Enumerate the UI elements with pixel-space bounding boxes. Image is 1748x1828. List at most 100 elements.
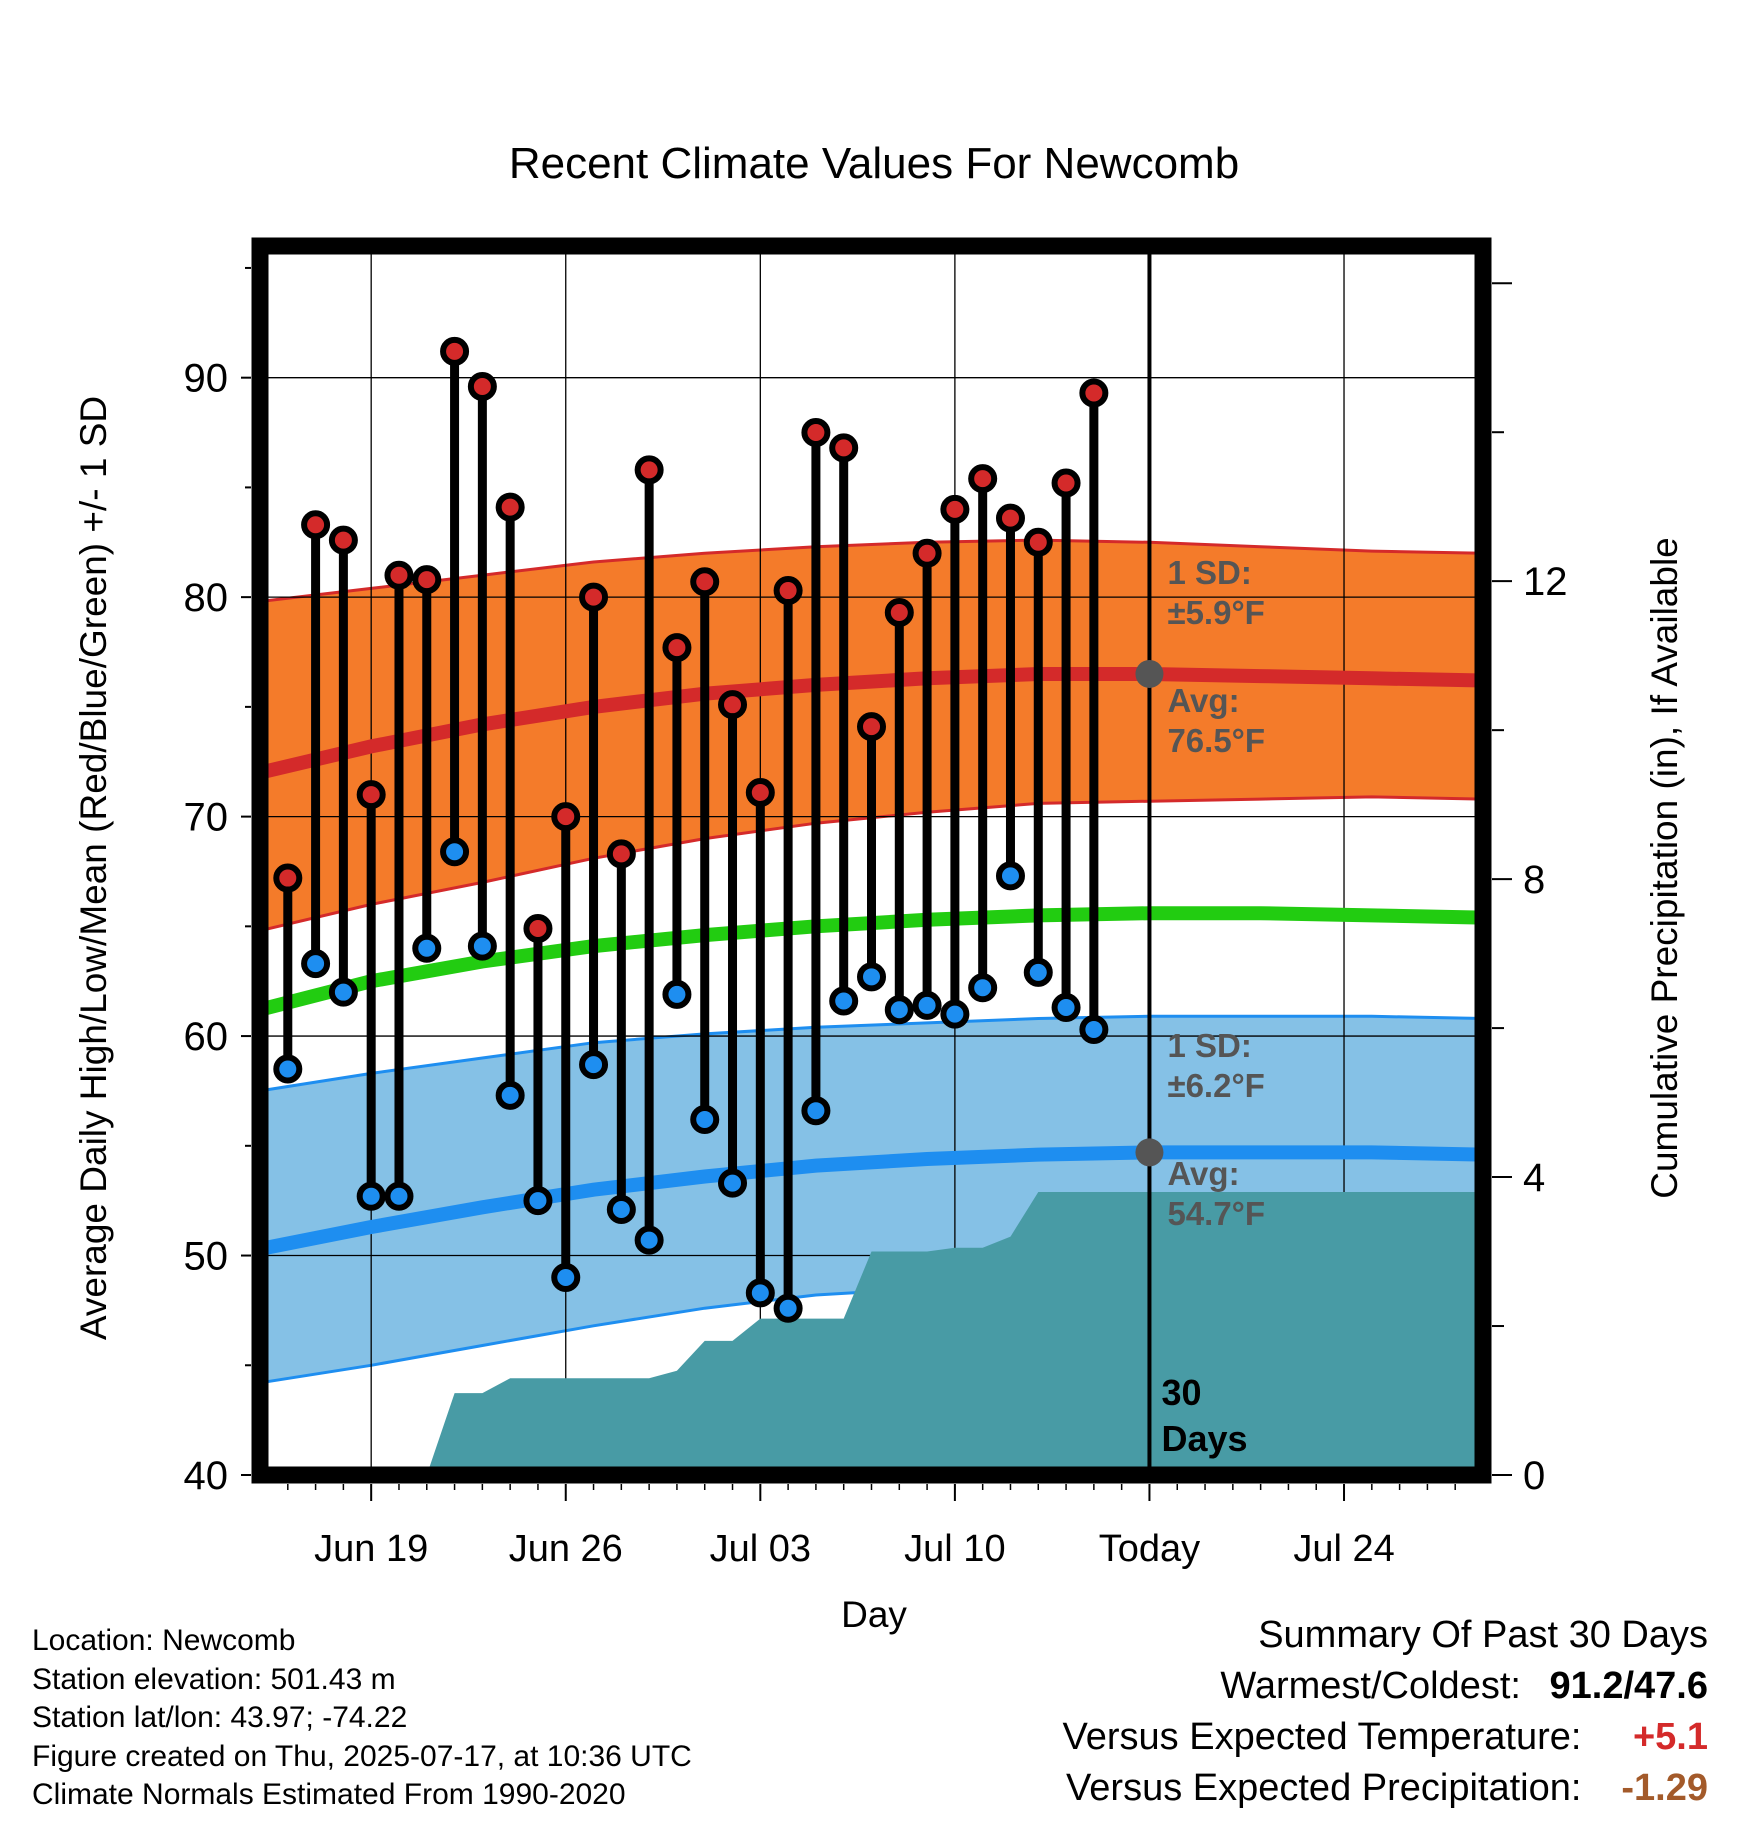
daily-low-point [690,1104,720,1134]
daily-low-point [912,990,942,1020]
y2-tick-label: 4 [1523,1156,1545,1200]
daily-low-point [801,1096,831,1126]
daily-high-point [745,777,775,807]
low-avg-today-marker [1135,1138,1164,1167]
daily-low-point [412,933,442,963]
daily-high-point [523,914,553,944]
daily-low-point [995,861,1025,891]
daily-high-point [579,582,609,612]
high-sd-upper-edge [259,538,1484,603]
daily-low-point [1051,993,1081,1023]
temp-label: Versus Expected Temperature: [1062,1716,1582,1758]
today-label-days-count: 30 [1161,1372,1201,1413]
y-tick-label: 60 [184,1015,229,1059]
daily-low-point [634,1225,664,1255]
daily-high-point [273,863,303,893]
daily-high-point [690,567,720,597]
y-tick-label: 50 [184,1235,229,1279]
axes: 40 50 60 70 80 90 0 4 8 12 Jun 19 Jun 26 Jul 03 Jul 1… [184,266,1568,1570]
daily-low-point [356,1181,386,1211]
today-label-days-word: Days [1161,1418,1247,1459]
daily-low-point [301,949,331,979]
daily-high-point [412,565,442,595]
daily-low-point [829,986,859,1016]
daily-low-point [662,979,692,1009]
daily-low-point [857,962,886,992]
plot-border [251,237,1492,1484]
high-avg-today-marker [1135,659,1164,688]
daily-high-point [801,418,831,448]
precip-cumulative-area [426,1192,1483,1475]
daily-high-point [773,576,803,606]
daily-observations [273,336,1109,1323]
x-tick-label: Jul 10 [904,1528,1005,1570]
daily-high-point [606,839,636,869]
daily-low-point [884,995,914,1025]
daily-high-point [1023,527,1053,557]
high-avg-line [258,667,1484,780]
daily-low-point [968,973,998,1003]
precip-area [426,1192,1483,1475]
low-avg-annotation-line2: 54.7°F [1167,1195,1265,1232]
daily-high-point [495,492,525,522]
daily-low-point [773,1293,803,1323]
x-tick-label: Jul 24 [1293,1528,1394,1570]
low-avg-line [258,1145,1484,1256]
daily-high-point [301,510,331,540]
daily-high-point [940,494,970,524]
y2-tick-label: 8 [1523,858,1545,902]
summary-precip: Versus Expected Precipitation: -1.29 [1063,1763,1708,1814]
x-axis-label: Day [841,1594,907,1635]
y-tick-label: 70 [184,796,229,840]
daily-low-point [1079,1014,1109,1044]
daily-high-point [356,780,386,810]
temp-value: +5.1 [1632,1716,1708,1758]
daily-high-point [1051,468,1081,498]
daily-low-point [523,1186,553,1216]
y2-tick-label: 0 [1523,1454,1545,1498]
daily-low-point [1023,957,1053,987]
low-sd-annotation-line2: ±6.2°F [1167,1067,1264,1104]
daily-high-point [551,802,581,832]
x-tick-label: Jun 19 [314,1528,428,1570]
warm-cold-value: 91.2/47.6 [1549,1665,1708,1707]
latlon-text: Station lat/lon: 43.97; -74.22 [32,1701,408,1734]
daily-low-point [384,1181,414,1211]
daily-high-point [1079,378,1109,408]
y-tick-label: 40 [184,1454,229,1498]
high-sd-annotation-line2: ±5.9°F [1167,594,1264,631]
daily-high-point [912,538,942,568]
created-text: Figure created on Thu, 2025-07-17, at 10… [32,1739,692,1773]
daily-high-point [634,455,664,485]
daily-high-point [884,598,914,628]
elevation-text: Station elevation: 501.43 m [32,1662,396,1696]
daily-low-point [328,977,358,1007]
summary-temp: Versus Expected Temperature: +5.1 [1063,1712,1708,1763]
daily-low-point [718,1168,748,1198]
location-text: Location: Newcomb [32,1624,296,1657]
x-tick-label: Today [1099,1528,1200,1570]
daily-low-point [495,1080,525,1110]
today-line: 30 Days [1147,246,1248,1475]
summary-panel: Summary Of Past 30 Days Warmest/Coldest:… [1063,1610,1708,1814]
x-tick-label: Jul 03 [710,1528,811,1570]
daily-low-point [940,999,970,1029]
y2-tick-label: 12 [1523,560,1568,604]
warm-cold-label: Warmest/Coldest: [1220,1665,1521,1707]
daily-high-point [440,336,470,366]
precip-value: -1.29 [1621,1767,1708,1809]
chart-title: Recent Climate Values For Newcomb [509,139,1239,188]
high-avg-annotation-line1: Avg: [1167,682,1239,719]
daily-low-point [606,1194,636,1224]
station-info: Location: Newcomb Station elevation: 501… [32,1622,692,1815]
y2-axis-label: Cumulative Precipitation (in), If Availa… [1644,537,1685,1199]
daily-high-point [829,433,859,463]
x-tick-label: Jun 26 [509,1528,623,1570]
daily-low-point [745,1278,775,1308]
plot-frame [251,237,1492,1484]
daily-high-point [995,503,1025,533]
daily-low-point [273,1054,303,1084]
summary-heading: Summary Of Past 30 Days [1258,1614,1708,1656]
